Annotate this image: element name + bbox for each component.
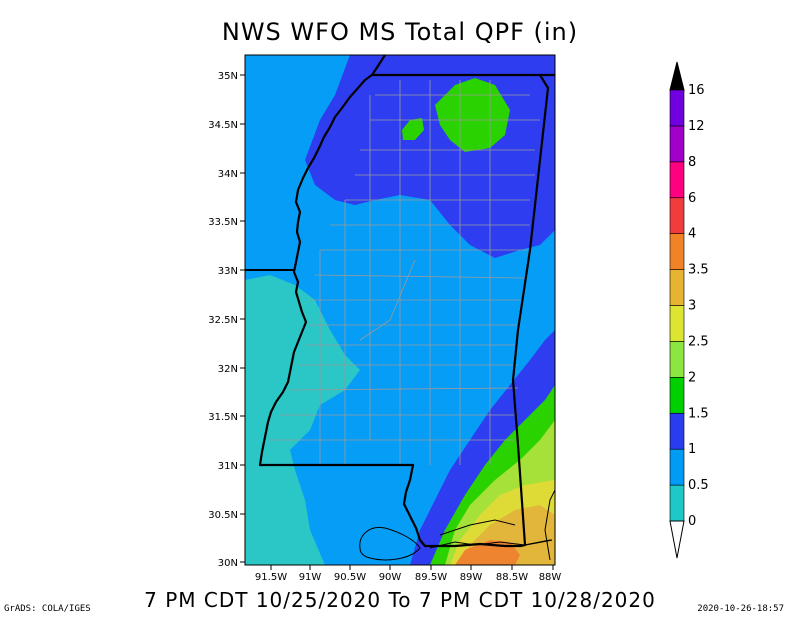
valid-period: 7 PM CDT 10/25/2020 To 7 PM CDT 10/28/20… bbox=[144, 588, 656, 612]
legend-swatch bbox=[669, 125, 685, 163]
lat-label: 31.5N bbox=[208, 412, 238, 423]
legend-swatch bbox=[669, 377, 685, 414]
legend-label: 3 bbox=[688, 299, 696, 314]
legend-label: 4 bbox=[688, 227, 696, 242]
legend-swatch bbox=[669, 197, 685, 234]
lat-label: 34N bbox=[218, 169, 238, 180]
legend-label: 0.5 bbox=[688, 478, 709, 493]
lon-label: 90.5W bbox=[334, 572, 366, 583]
generated-timestamp: 2020-10-26-18:57 bbox=[697, 604, 784, 614]
lon-label: 88W bbox=[539, 572, 562, 583]
legend-swatch bbox=[669, 305, 685, 342]
lat-label: 34.5N bbox=[208, 120, 238, 131]
lat-label: 33N bbox=[218, 266, 238, 277]
map-frame bbox=[244, 54, 556, 566]
legend-swatch bbox=[669, 484, 685, 522]
lon-label: 90W bbox=[379, 572, 402, 583]
qpf-band-1.5-2-north-small bbox=[402, 118, 424, 140]
legend-label: 1.5 bbox=[688, 406, 709, 421]
legend-label: 12 bbox=[688, 119, 705, 134]
legend-label: 2 bbox=[688, 370, 696, 385]
map-title: NWS WFO MS Total QPF (in) bbox=[221, 18, 579, 46]
qpf-band-0-0.5 bbox=[245, 275, 360, 565]
lon-label: 89.5W bbox=[415, 572, 447, 583]
legend-swatch bbox=[669, 161, 685, 199]
legend-swatch bbox=[669, 412, 685, 450]
mississippi-state-boundary bbox=[258, 55, 555, 548]
lat-label: 30.5N bbox=[208, 510, 238, 521]
lat-label: 30N bbox=[218, 558, 238, 569]
legend-top-arrow bbox=[669, 61, 685, 91]
county-boundaries bbox=[270, 80, 540, 465]
lat-label: 32N bbox=[218, 364, 238, 375]
legend-colorbar: 0 0.5 1 1.5 2 2.5 3 3.5 4 6 8 12 16 bbox=[669, 61, 709, 559]
legend-label: 3.5 bbox=[688, 263, 709, 278]
legend-label: 2.5 bbox=[688, 334, 709, 349]
legend-label: 6 bbox=[688, 191, 696, 206]
legend-swatch bbox=[669, 233, 685, 270]
map-plot-area bbox=[245, 55, 555, 565]
lat-label: 35N bbox=[218, 71, 238, 82]
legend-swatch bbox=[669, 89, 685, 127]
lon-label: 91.5W bbox=[255, 572, 287, 583]
legend-swatch bbox=[669, 341, 685, 378]
legend-label: 0 bbox=[688, 514, 696, 529]
alabama-border-segment bbox=[524, 539, 553, 546]
legend-label: 1 bbox=[688, 442, 696, 457]
legend-label: 16 bbox=[688, 83, 705, 98]
lat-label: 33.5N bbox=[208, 217, 238, 228]
lon-label: 91W bbox=[299, 572, 322, 583]
lon-label: 89W bbox=[460, 572, 483, 583]
lat-label: 32.5N bbox=[208, 315, 238, 326]
software-credit: GrADS: COLA/IGES bbox=[4, 604, 91, 614]
lat-label: 31N bbox=[218, 461, 238, 472]
legend-swatch bbox=[669, 269, 685, 306]
latitude-axis: 35N 34.5N 34N 33.5N 33N 32.5N 32N 31.5N … bbox=[208, 71, 245, 569]
qpf-band-1.5-2-north bbox=[435, 78, 510, 152]
legend-label: 8 bbox=[688, 155, 696, 170]
lon-label: 88.5W bbox=[496, 572, 528, 583]
legend-bottom-arrow bbox=[669, 520, 685, 559]
longitude-axis: 91.5W 91W 90.5W 90W 89.5W 89W 88.5W 88W bbox=[255, 565, 561, 583]
legend-swatch bbox=[669, 448, 685, 486]
